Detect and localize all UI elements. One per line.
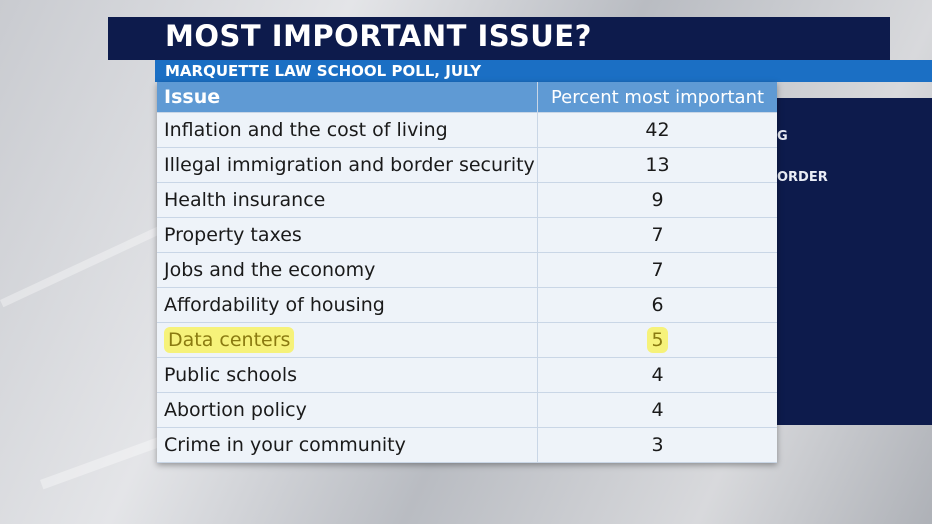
percent-cell: 4 (651, 399, 664, 421)
subtitle-bar (155, 60, 932, 82)
issue-cell: Public schools (157, 358, 538, 392)
percent-cell: 9 (651, 189, 664, 211)
title-banner (108, 17, 890, 60)
subtitle: MARQUETTE LAW SCHOOL POLL, JULY (165, 62, 482, 80)
table-row: Illegal immigration and border security 1… (157, 148, 777, 183)
percent-text: 5 (647, 327, 668, 353)
table-row: Abortion policy 4 (157, 393, 777, 428)
issue-cell: Health insurance (157, 183, 538, 217)
percent-cell: 6 (651, 294, 664, 316)
table-row: Jobs and the economy 7 (157, 253, 777, 288)
issue-cell: Abortion policy (157, 393, 538, 427)
table-row: Affordability of housing 6 (157, 288, 777, 323)
column-header: Issue (157, 82, 538, 112)
percent-cell: 7 (651, 224, 664, 246)
issue-cell: Crime in your community (157, 428, 538, 462)
table-row: Health insurance 9 (157, 183, 777, 218)
issue-cell: Jobs and the economy (157, 253, 538, 287)
percent-cell: 42 (645, 119, 670, 141)
title: MOST IMPORTANT ISSUE? (165, 19, 592, 53)
table-row: Inflation and the cost of living 42 (157, 113, 777, 148)
percent-cell: 3 (651, 434, 664, 456)
issue-cell: Affordability of housing (157, 288, 538, 322)
background-text: G (777, 129, 788, 144)
issue-cell: Property taxes (157, 218, 538, 252)
table-row: Crime in your community 3 (157, 428, 777, 463)
background-text: ORDER (777, 170, 828, 185)
issue-text: Data centers (164, 327, 295, 353)
table: Issue Percent most important Inflation and… (157, 82, 777, 463)
issue-cell: Inflation and the cost of living (157, 113, 538, 147)
percent-cell: 5 (538, 323, 777, 357)
table-row: Public schools 4 (157, 358, 777, 393)
issue-cell: Illegal immigration and border security (157, 148, 538, 182)
percent-cell: 7 (651, 259, 664, 281)
background-panel: G ORDER (777, 98, 932, 425)
issue-cell: Data centers (157, 323, 538, 357)
header-row: Issue Percent most important (157, 82, 777, 113)
table-row: Data centers 5 (157, 323, 777, 358)
percent-cell: 4 (651, 364, 664, 386)
percent-cell: 13 (645, 154, 670, 176)
column-header: Percent most important (550, 86, 765, 108)
table-row: Property taxes 7 (157, 218, 777, 253)
